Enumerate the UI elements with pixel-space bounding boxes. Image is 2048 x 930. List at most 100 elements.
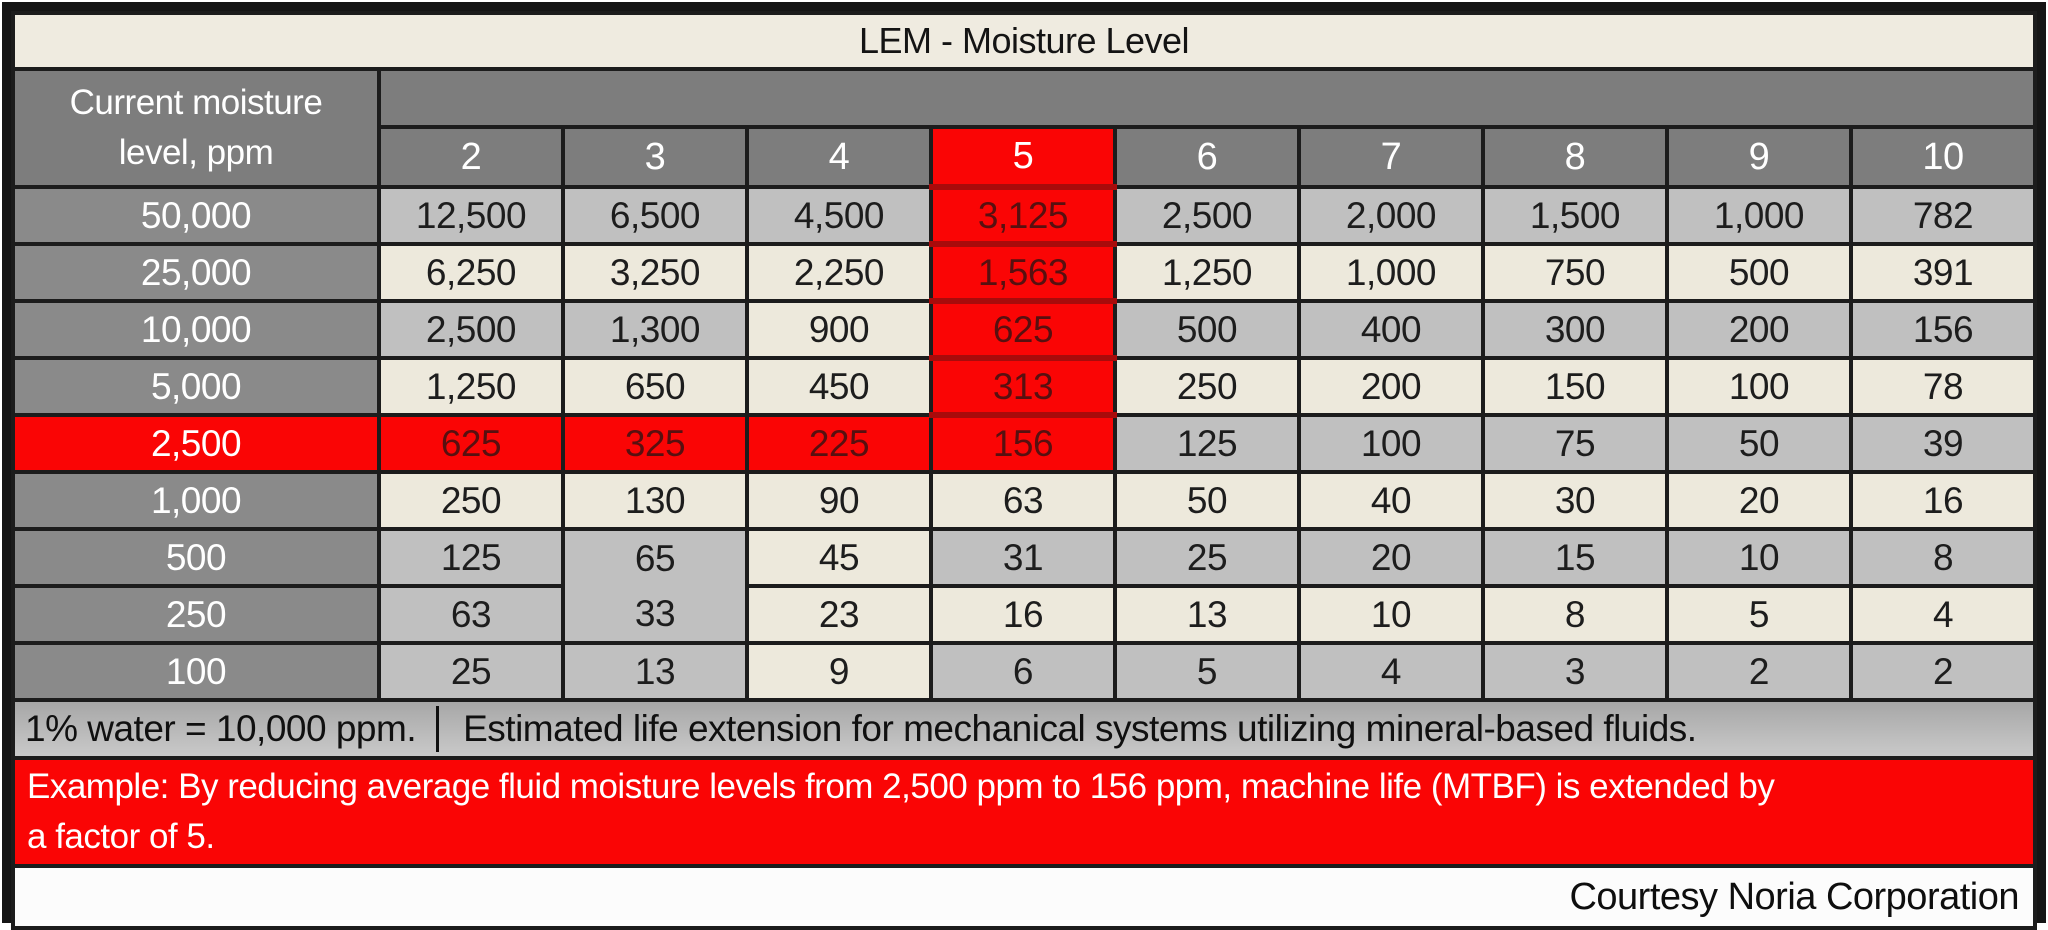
life-extension-cell: 8 [1483,586,1667,643]
life-extension-cell: 200 [1667,301,1851,358]
life-extension-cell: 2,500 [379,301,563,358]
life-extension-cell: 150 [1483,358,1667,415]
column-header: 4 [747,127,931,187]
life-extension-cell: 50 [1667,415,1851,472]
example-row: Example: By reducing average fluid moist… [13,758,2035,866]
life-extension-cell: 10 [1667,529,1851,586]
life-extension-cell: 30 [1483,472,1667,529]
life-extension-cell: 25 [379,643,563,700]
life-extension-cell: 2 [1851,643,2035,700]
life-extension-cell: 782 [1851,187,2035,244]
life-extension-cell: 4 [1851,586,2035,643]
life-extension-cell: 100 [1667,358,1851,415]
life-extension-cell: 450 [747,358,931,415]
life-extension-cell: 900 [747,301,931,358]
courtesy-text: Courtesy Noria Corporation [1569,876,2033,918]
life-extension-cell: 50 [1115,472,1299,529]
life-extension-cell: 225 [747,415,931,472]
life-extension-cell: 10 [1299,586,1483,643]
table-row: 100 25 13 9 6 5 4 3 2 2 [13,643,2035,700]
life-extension-cell: 90 [747,472,931,529]
table-row: 25,000 6,250 3,250 2,250 1,563 1,250 1,0… [13,244,2035,301]
row-header: 100 [13,643,379,700]
life-extension-cell: 1,250 [1115,244,1299,301]
life-extension-cell: 78 [1851,358,2035,415]
example-text-line2: a factor of 5. [27,817,215,856]
life-extension-cell: 750 [1483,244,1667,301]
table-row: 500 125 65 45 31 25 20 15 10 8 [13,529,2035,586]
life-extension-cell: 1,500 [1483,187,1667,244]
life-extension-cell: 391 [1851,244,2035,301]
life-extension-cell: 300 [1483,301,1667,358]
life-extension-cell: 5 [1667,586,1851,643]
corner-header: Current moisture level, ppm [13,69,379,187]
row-header: 10,000 [13,301,379,358]
column-header: 8 [1483,127,1667,187]
life-extension-cell: 3,250 [563,244,747,301]
table-title: LEM - Moisture Level [13,13,2035,69]
life-extension-cell: 4 [1299,643,1483,700]
life-extension-cell: 2,000 [1299,187,1483,244]
life-extension-cell: 3,125 [931,187,1115,244]
column-header: 9 [1667,127,1851,187]
life-extension-cell: 12,500 [379,187,563,244]
life-extension-cell: 1,300 [563,301,747,358]
life-extension-cell: 33 [563,586,747,643]
life-extension-cell: 13 [563,643,747,700]
corner-header-line2: level, ppm [15,128,377,178]
note-left-text: 1% water = 10,000 ppm. [25,708,416,750]
table-row: 50,000 12,500 6,500 4,500 3,125 2,500 2,… [13,187,2035,244]
header-spacer-band [379,69,2035,127]
column-header: 6 [1115,127,1299,187]
note-band: 1% water = 10,000 ppm. Estimated life ex… [13,700,2035,758]
life-extension-cell: 156 [1851,301,2035,358]
title-row: LEM - Moisture Level [13,13,2035,69]
column-header: 2 [379,127,563,187]
life-extension-cell: 125 [379,529,563,586]
life-extension-cell: 5 [1115,643,1299,700]
life-extension-cell: 40 [1299,472,1483,529]
corner-header-line1: Current moisture [15,78,377,128]
life-extension-cell: 625 [379,415,563,472]
column-header: 10 [1851,127,2035,187]
life-extension-cell: 39 [1851,415,2035,472]
life-extension-cell: 250 [1115,358,1299,415]
column-header: 7 [1299,127,1483,187]
note-right-text: Estimated life extension for mechanical … [463,708,1696,750]
life-extension-cell: 16 [931,586,1115,643]
example-text-line1: Example: By reducing average fluid moist… [27,767,1774,806]
column-header: 3 [563,127,747,187]
life-extension-cell: 20 [1667,472,1851,529]
life-extension-cell: 100 [1299,415,1483,472]
row-header: 1,000 [13,472,379,529]
life-extension-cell: 75 [1483,415,1667,472]
column-header: 5 [931,127,1115,187]
life-extension-cell: 1,000 [1667,187,1851,244]
row-header: 25,000 [13,244,379,301]
table-row-highlighted: 2,500 625 325 225 156 125 100 75 50 39 [13,415,2035,472]
lem-moisture-table: LEM - Moisture Level Current moisture le… [11,11,2037,930]
row-header: 500 [13,529,379,586]
note-row: 1% water = 10,000 ppm. Estimated life ex… [13,700,2035,758]
life-extension-cell: 125 [1115,415,1299,472]
courtesy-band: Courtesy Noria Corporation [13,866,2035,928]
life-extension-cell: 6,250 [379,244,563,301]
life-extension-cell: 8 [1851,529,2035,586]
life-extension-cell: 200 [1299,358,1483,415]
life-extension-cell: 13 [1115,586,1299,643]
life-extension-cell: 2 [1667,643,1851,700]
life-extension-cell: 16 [1851,472,2035,529]
life-extension-cell: 9 [747,643,931,700]
courtesy-row: Courtesy Noria Corporation [13,866,2035,928]
life-extension-cell: 2,500 [1115,187,1299,244]
table-row: 10,000 2,500 1,300 900 625 500 400 300 2… [13,301,2035,358]
example-band: Example: By reducing average fluid moist… [13,758,2035,866]
life-extension-cell: 31 [931,529,1115,586]
life-extension-cell: 130 [563,472,747,529]
life-extension-cell: 23 [747,586,931,643]
life-extension-cell: 1,250 [379,358,563,415]
note-divider [436,706,439,752]
life-extension-cell: 156 [931,415,1115,472]
life-extension-cell: 500 [1115,301,1299,358]
life-extension-cell: 63 [379,586,563,643]
